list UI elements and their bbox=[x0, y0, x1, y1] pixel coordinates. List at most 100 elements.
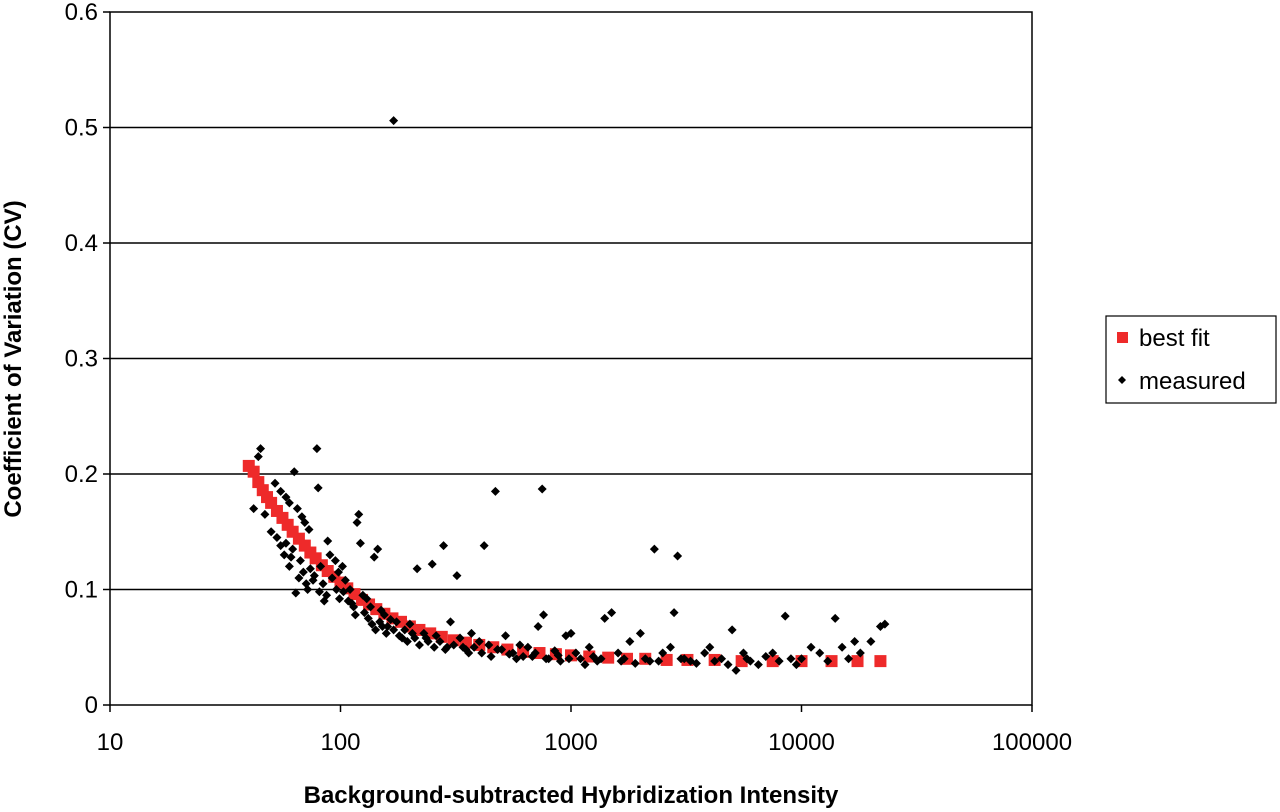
measured-point bbox=[322, 590, 332, 600]
measured-point bbox=[723, 660, 733, 670]
measured-point bbox=[260, 509, 270, 519]
measured-point bbox=[389, 625, 399, 635]
measured-point bbox=[855, 648, 865, 658]
measured-point bbox=[266, 527, 276, 537]
measured-point bbox=[658, 648, 668, 658]
measured-point bbox=[844, 654, 854, 664]
measured-point bbox=[288, 544, 298, 554]
measured-point bbox=[484, 640, 494, 650]
measured-point bbox=[427, 559, 437, 569]
y-tick-label: 0.3 bbox=[65, 346, 98, 373]
x-tick-label: 100 bbox=[320, 729, 360, 756]
measured-point bbox=[837, 642, 847, 652]
measured-point bbox=[343, 596, 353, 606]
measured-point bbox=[761, 651, 771, 661]
measured-point bbox=[373, 544, 383, 554]
measured-point bbox=[588, 651, 598, 661]
measured-point bbox=[742, 654, 752, 664]
measured-point bbox=[731, 665, 741, 675]
x-axis-title: Background-subtracted Hybridization Inte… bbox=[304, 782, 839, 809]
measured-point bbox=[607, 608, 617, 618]
best-fit-point bbox=[602, 651, 615, 664]
measured-point bbox=[479, 541, 489, 551]
measured-point bbox=[363, 613, 373, 623]
measured-point bbox=[469, 642, 479, 652]
measured-point bbox=[369, 552, 379, 562]
measured-point bbox=[440, 645, 450, 655]
measured-point bbox=[349, 602, 359, 612]
measured-point bbox=[700, 648, 710, 658]
measured-point bbox=[338, 587, 348, 597]
measured-point bbox=[309, 571, 319, 581]
measured-point bbox=[669, 608, 679, 618]
measured-point bbox=[414, 640, 424, 650]
legend-measured-label: measured bbox=[1139, 368, 1246, 395]
best-fit-point bbox=[247, 465, 260, 478]
measured-point bbox=[286, 552, 296, 562]
x-tick-label: 100000 bbox=[992, 729, 1072, 756]
measured-point bbox=[738, 648, 748, 658]
measured-point bbox=[541, 654, 551, 664]
measured-point bbox=[305, 564, 315, 574]
measured-point bbox=[501, 631, 511, 641]
measured-point bbox=[474, 636, 484, 646]
measured-point bbox=[272, 533, 282, 543]
best-fit-point bbox=[660, 653, 673, 666]
measured-point bbox=[466, 628, 476, 638]
measured-point bbox=[331, 585, 341, 594]
measured-point bbox=[452, 571, 462, 581]
measured-point bbox=[400, 625, 410, 635]
measured-point bbox=[630, 658, 640, 668]
y-axis-ticks: 0 0.1 0.2 0.3 0.4 0.5 0.6 bbox=[65, 0, 110, 719]
measured-point bbox=[539, 610, 549, 620]
measured-point bbox=[477, 648, 487, 658]
y-tick-label: 0.6 bbox=[65, 0, 98, 26]
measured-point bbox=[553, 650, 563, 660]
legend-best-fit-label: best fit bbox=[1139, 325, 1210, 352]
measured-point bbox=[300, 518, 310, 528]
measured-point bbox=[616, 656, 626, 666]
best-fit-point bbox=[766, 655, 779, 668]
legend-measured-swatch bbox=[1118, 376, 1126, 384]
measured-point bbox=[523, 642, 533, 652]
measured-point bbox=[727, 625, 737, 635]
measured-point bbox=[354, 509, 364, 519]
measured-point bbox=[654, 656, 664, 666]
measured-point bbox=[673, 551, 683, 561]
measured-point bbox=[402, 636, 412, 646]
measured-point bbox=[362, 594, 372, 604]
measured-point bbox=[439, 541, 449, 551]
measured-point bbox=[504, 649, 514, 659]
legend: best fit measured bbox=[1105, 315, 1277, 404]
measured-point bbox=[405, 619, 415, 629]
measured-point bbox=[625, 636, 635, 646]
y-tick-label: 0.1 bbox=[65, 577, 98, 604]
measured-point bbox=[815, 648, 825, 658]
measured-point bbox=[786, 654, 796, 664]
measured-point bbox=[281, 492, 291, 502]
measured-point bbox=[314, 587, 324, 597]
measured-point bbox=[359, 608, 369, 618]
measured-point bbox=[292, 504, 302, 514]
measured-point bbox=[635, 628, 645, 638]
measured-point bbox=[281, 538, 291, 548]
measured-point bbox=[493, 645, 503, 655]
measured-point bbox=[665, 642, 675, 652]
measured-point bbox=[576, 654, 586, 664]
best-fit-point bbox=[501, 643, 514, 656]
measured-point bbox=[435, 636, 445, 646]
measured-point bbox=[371, 625, 381, 635]
measured-point bbox=[564, 654, 574, 664]
measured-point bbox=[566, 628, 576, 638]
measured-point bbox=[377, 621, 387, 631]
measured-point bbox=[325, 550, 335, 560]
measured-point bbox=[301, 579, 311, 589]
measured-point bbox=[366, 602, 376, 612]
y-tick-label: 0.4 bbox=[65, 230, 98, 257]
x-axis-ticks: 10 100 1000 10000 100000 bbox=[97, 705, 1072, 756]
measured-point bbox=[527, 651, 537, 661]
measured-point bbox=[323, 536, 333, 546]
measured-point bbox=[276, 486, 286, 496]
measured-point bbox=[355, 538, 365, 548]
measured-point bbox=[449, 640, 459, 650]
